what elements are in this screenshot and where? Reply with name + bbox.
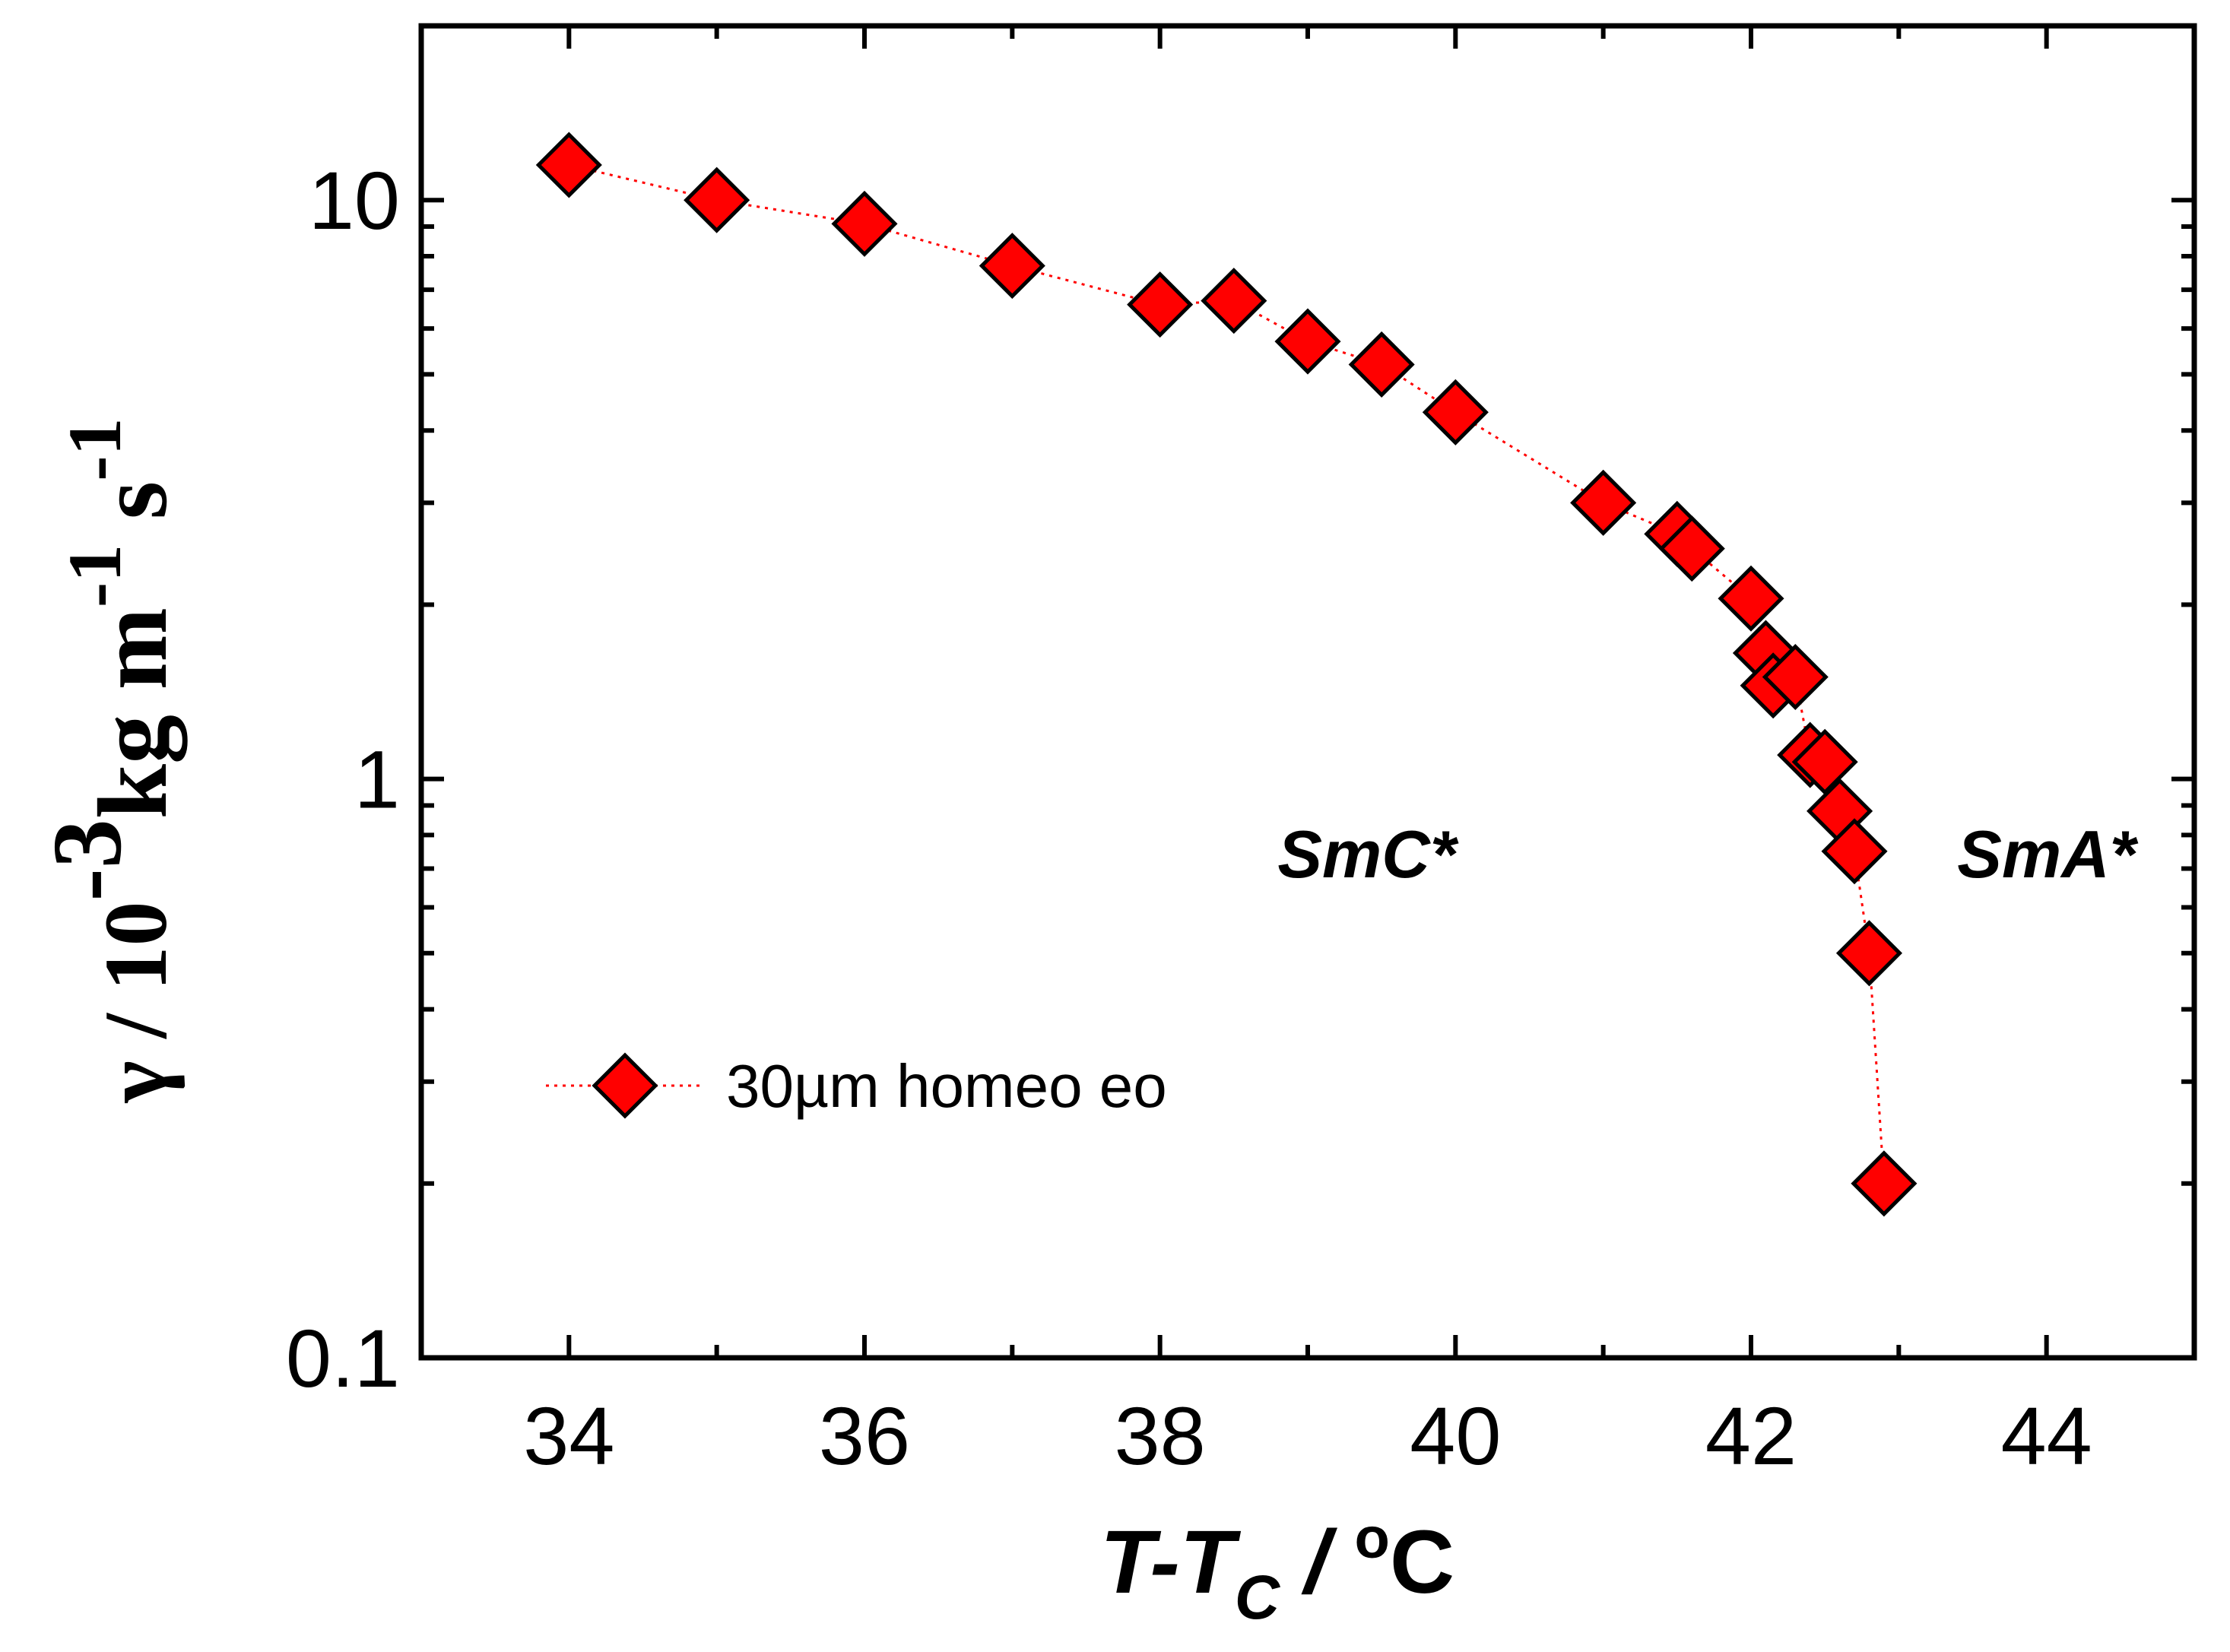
data-point xyxy=(684,166,750,233)
y-axis-title-exponent-2: -1 xyxy=(52,544,137,607)
data-point xyxy=(1835,920,1903,987)
data-points-layer xyxy=(535,132,1918,1217)
y-axis-title-exponent-3: -1 xyxy=(52,417,137,480)
plot-frame xyxy=(418,23,2197,1361)
annotation-smc: SmC* xyxy=(1277,816,1458,892)
data-point xyxy=(1851,1150,1918,1217)
annotation-sma: SmA* xyxy=(1957,816,2138,892)
data-point xyxy=(831,190,898,257)
y-tick-label: 0.1 xyxy=(286,1312,400,1404)
x-tick-label: 44 xyxy=(2001,1390,2092,1482)
legend-marker xyxy=(592,1052,658,1119)
y-tick-label: 10 xyxy=(309,154,400,246)
x-axis-title-separator: / xyxy=(1280,1512,1354,1612)
data-point xyxy=(535,132,602,198)
x-tick-label: 40 xyxy=(1410,1390,1501,1482)
y-axis-title-seconds: s xyxy=(78,481,188,544)
x-axis-title-main: T-T xyxy=(1100,1512,1242,1612)
y-axis-title-gamma: γ xyxy=(86,1061,186,1103)
data-point xyxy=(1422,379,1489,446)
ticks-layer xyxy=(419,24,2197,1360)
x-axis-title: T-TC / oC xyxy=(1100,1506,1454,1632)
x-axis-title-degree: o xyxy=(1354,1506,1389,1571)
y-tick-labels: 0.1 1 10 xyxy=(286,154,400,1404)
x-axis-title-subscript: C xyxy=(1235,1563,1281,1632)
y-axis-title-slash: / xyxy=(86,991,186,1061)
legend: 30µm homeo eo xyxy=(546,1052,1167,1120)
data-point xyxy=(1821,818,1888,885)
x-tick-label: 42 xyxy=(1705,1390,1797,1482)
data-point xyxy=(1201,268,1267,335)
x-tick-label: 34 xyxy=(523,1390,614,1482)
y-axis-title-exponent: -3 xyxy=(33,819,142,901)
y-tick-label: 1 xyxy=(354,734,400,826)
legend-label: 30µm homeo eo xyxy=(726,1052,1167,1120)
y-axis-title-base: 10 xyxy=(86,902,186,991)
data-point xyxy=(1570,469,1637,536)
data-point xyxy=(1718,565,1784,632)
x-tick-labels: 34 36 38 40 42 44 xyxy=(523,1390,2092,1482)
data-point xyxy=(1348,331,1415,398)
y-axis-title: γ / 10-3kg m-1 s-1 xyxy=(33,417,188,1103)
y-axis-title-units: kg m xyxy=(78,607,188,819)
data-point xyxy=(1127,271,1194,338)
x-tick-label: 36 xyxy=(819,1390,910,1482)
x-tick-label: 38 xyxy=(1115,1390,1206,1482)
x-axis-title-unit: C xyxy=(1390,1512,1454,1612)
data-point xyxy=(1274,308,1341,375)
data-point xyxy=(1791,728,1858,795)
data-point xyxy=(979,233,1045,300)
data-point xyxy=(1762,643,1829,711)
data-point xyxy=(1658,515,1725,582)
